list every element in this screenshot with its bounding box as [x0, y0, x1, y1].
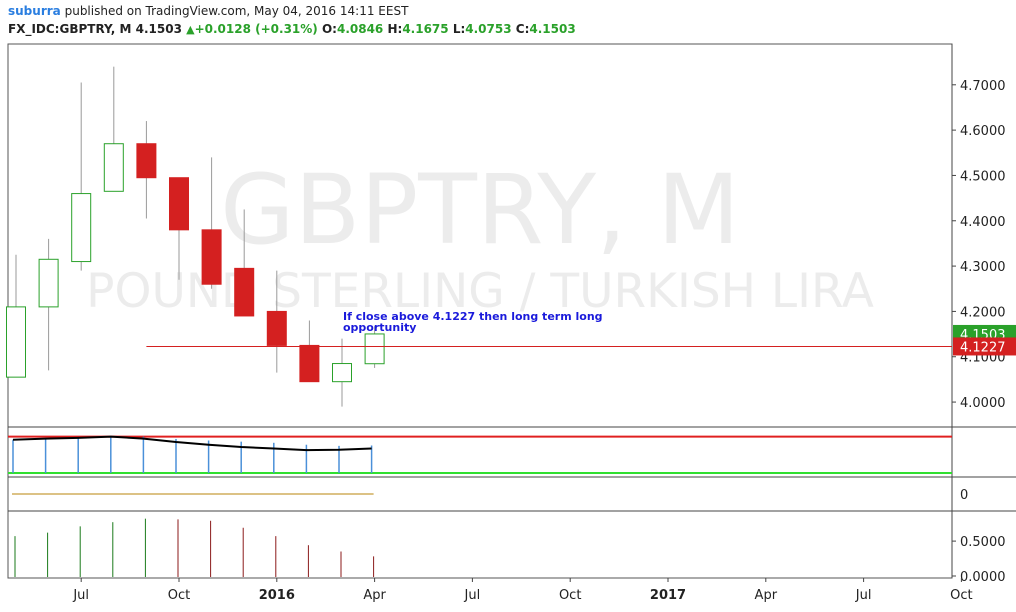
price-tick-label: 4.5000	[960, 169, 1006, 184]
price-tick-label: 4.2000	[960, 305, 1006, 320]
open-value: 4.0846	[336, 22, 384, 36]
chart-frame	[7, 43, 953, 579]
high-value: 4.1675	[402, 22, 449, 36]
price-tick-label: 4.3000	[960, 260, 1006, 275]
candlestick-series	[6, 66, 385, 407]
price-tick-label: 4.6000	[960, 124, 1006, 139]
watermark-symbol: GBPTRY, M	[220, 154, 740, 266]
close-value: 4.1503	[529, 22, 576, 36]
volume-series	[14, 518, 375, 577]
oscillator-series	[12, 435, 373, 473]
candle-body	[364, 333, 385, 365]
price-tick-label: 4.7000	[960, 79, 1006, 94]
price-tick-label: 4.4000	[960, 215, 1006, 230]
volume-axis-ticks: 0.5000 0.0000	[952, 535, 1006, 585]
up-arrow-icon: ▲	[186, 23, 195, 36]
time-tick-label: Apr	[755, 588, 778, 603]
candle-body	[136, 143, 157, 179]
candle-body	[6, 306, 26, 378]
close-label: C:	[515, 22, 530, 36]
high-label: H:	[387, 22, 403, 36]
time-tick-label: 2016	[259, 588, 295, 603]
candle-body	[201, 229, 222, 285]
candle-body	[234, 267, 255, 317]
last-price: 4.1503	[135, 22, 182, 36]
candle-body	[169, 177, 189, 231]
volume-tick-label: 0.0000	[960, 570, 1006, 585]
time-axis: Jul Oct 2016 Apr Jul Oct 2017 Apr Jul Oct	[72, 578, 973, 603]
published-text: published on TradingView.com, May 04, 20…	[64, 4, 409, 18]
publish-line: suburra published on TradingView.com, Ma…	[8, 4, 408, 18]
oscillator-line	[12, 435, 372, 452]
low-label: L:	[452, 22, 466, 36]
candle-body	[103, 143, 124, 192]
symbol-label: FX_IDC:GBPTRY, M	[8, 22, 132, 36]
chart-area[interactable]: GBPTRY, M POUND STERLING / TURKISH LIRA …	[0, 40, 1016, 612]
low-value: 4.0753	[465, 22, 512, 36]
volume-tick-label: 0.5000	[960, 535, 1006, 550]
time-tick-label: Jul	[464, 588, 481, 603]
price-change: +0.0128 (+0.31%)	[194, 22, 318, 36]
zero-panel-tick: 0	[960, 488, 968, 503]
annotation-line-1[interactable]: If close above 4.1227 then long term lon…	[343, 310, 603, 323]
candle-body	[332, 363, 352, 383]
time-tick-label: Oct	[950, 588, 972, 603]
candle-body	[71, 193, 92, 263]
price-axis-ticks: 4.70004.60004.50004.40004.30004.20004.10…	[952, 79, 1006, 411]
time-tick-label: Oct	[559, 588, 581, 603]
chart-header: suburra published on TradingView.com, Ma…	[0, 0, 1016, 40]
level-price-badge	[953, 337, 1016, 356]
time-tick-label: Jul	[855, 588, 872, 603]
time-tick-label: 2017	[650, 588, 686, 603]
open-label: O:	[321, 22, 337, 36]
price-tick-label: 4.0000	[960, 396, 1006, 411]
candle-body	[266, 310, 287, 346]
time-tick-label: Apr	[363, 588, 386, 603]
level-price-label: 4.1227	[960, 340, 1006, 355]
time-tick-label: Jul	[72, 588, 89, 603]
candle-body	[38, 258, 59, 308]
symbol-line: FX_IDC:GBPTRY, M 4.1503 ▲+0.0128 (+0.31%…	[8, 22, 576, 36]
candle-body	[299, 344, 320, 383]
time-tick-label: Oct	[168, 588, 190, 603]
annotation-line-2[interactable]: opportunity	[343, 321, 416, 334]
author-name[interactable]: suburra	[8, 4, 61, 18]
